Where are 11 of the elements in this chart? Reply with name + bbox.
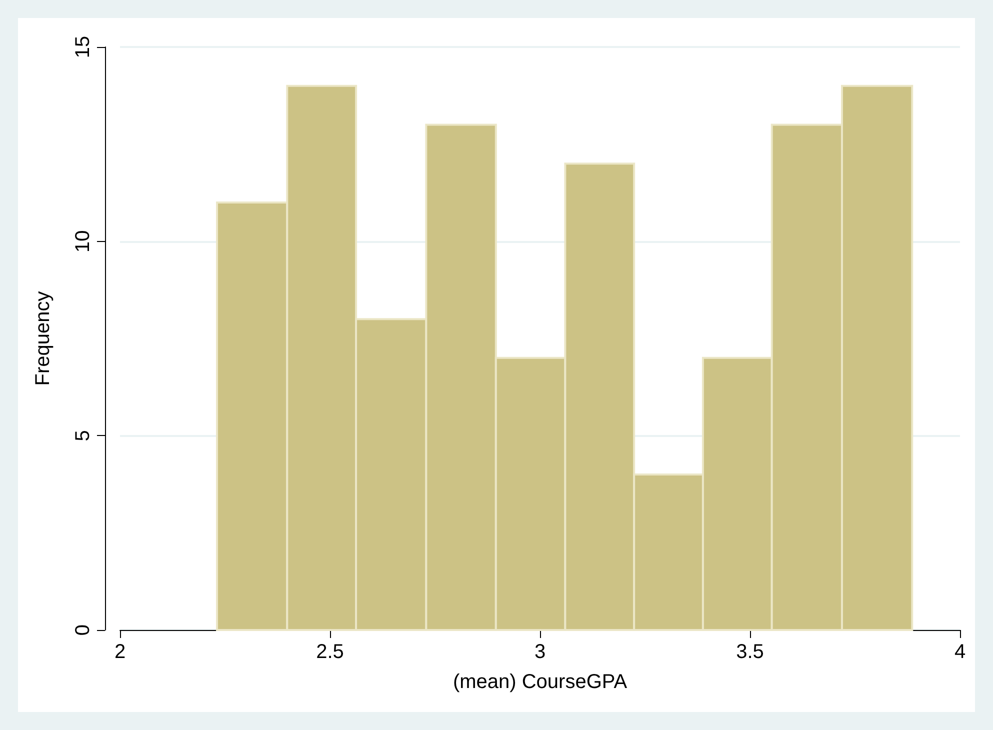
y-axis-title: Frequency [32,291,54,386]
x-tick-label: 2.5 [316,641,344,663]
x-tick-label: 4 [954,641,966,663]
y-tick-label: 0 [72,624,94,636]
x-tick-label: 2 [114,641,126,663]
y-tick-label: 15 [72,36,94,58]
y-tick-label: 10 [72,230,94,252]
y-tick-label: 5 [72,430,94,442]
x-tick-label: 3.5 [736,641,764,663]
x-axis-title: (mean) CourseGPA [452,671,628,693]
x-tick-label: 3 [534,641,546,663]
